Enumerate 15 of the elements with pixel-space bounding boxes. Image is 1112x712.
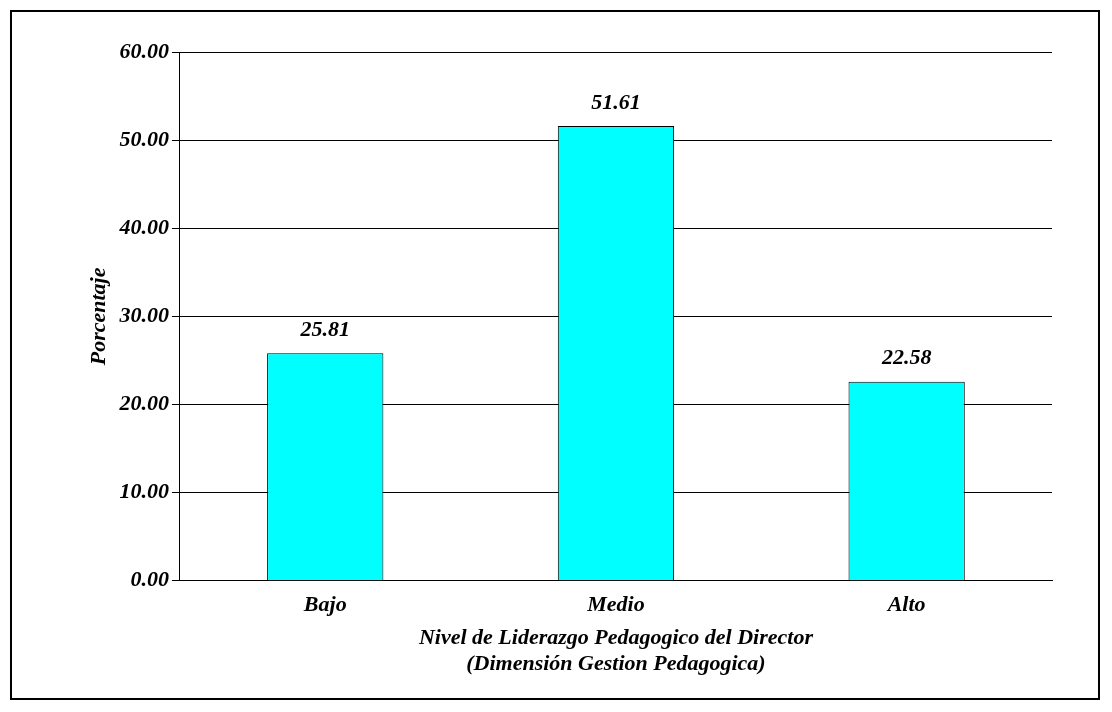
data-label: 51.61 <box>591 88 641 114</box>
y-axis-title: Porcentaje <box>84 267 110 367</box>
y-tick-label: 60.00 <box>119 37 169 63</box>
y-tick-label: 40.00 <box>118 213 169 239</box>
x-tick-label: Bajo <box>302 590 347 616</box>
data-label: 25.81 <box>299 316 350 342</box>
x-axis-title: Nivel de Liderazgo Pedagogico del Director (Dimensión Gestion Pedagogica) <box>417 624 814 676</box>
y-tick-label: 0.00 <box>130 566 169 592</box>
x-tick-label: Alto <box>885 590 926 616</box>
y-tick-label: 20.00 <box>118 390 169 416</box>
x-tick-label: Medio <box>586 590 645 616</box>
y-tick-label: 30.00 <box>118 302 169 328</box>
y-tick-label: 10.00 <box>119 478 169 504</box>
data-label: 22.58 <box>880 344 932 370</box>
y-tick-label: 50.00 <box>119 125 169 151</box>
